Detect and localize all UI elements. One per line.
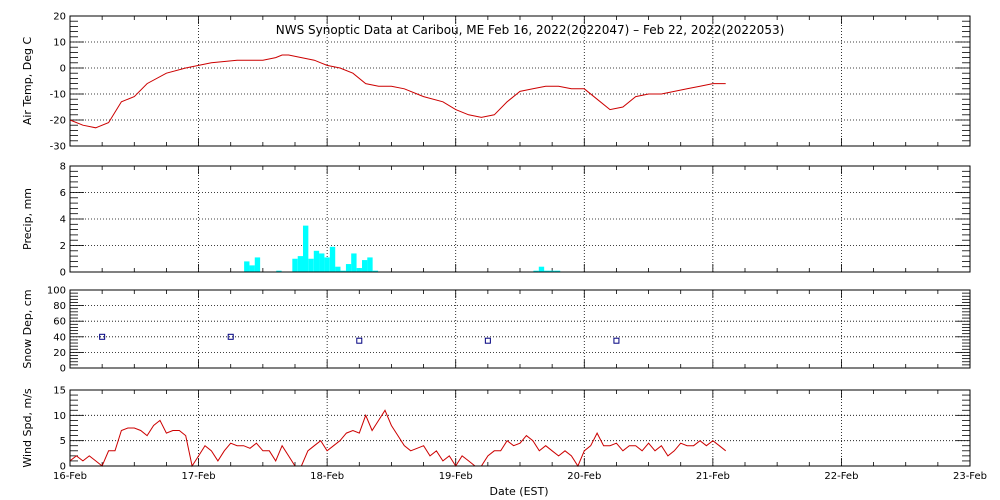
panel-frame [69, 289, 971, 369]
precip-bar [533, 270, 539, 272]
x-tick-label: 17-Feb [182, 471, 216, 482]
y-axis-label: Air Temp, Deg C [21, 37, 34, 126]
y-tick-label: 0 [60, 64, 66, 75]
x-tick-label: 19-Feb [439, 471, 473, 482]
x-axis-label: Date (EST) [489, 485, 548, 498]
snow-depth-point [227, 333, 234, 340]
y-tick-label: -20 [50, 116, 66, 127]
precip-bar [302, 225, 309, 272]
y-axis-label: Precip, mm [21, 188, 34, 250]
y-tick-label: 4 [60, 215, 66, 226]
y-tick-label: 20 [53, 348, 66, 359]
panel-frame [69, 389, 971, 467]
y-tick-label: 20 [53, 12, 66, 23]
precip-bar [292, 258, 298, 272]
precip-bar [244, 261, 250, 272]
y-tick-label: 10 [53, 411, 66, 422]
y-tick-label: 100 [47, 286, 66, 297]
precip-bar [319, 253, 325, 272]
y-tick-label: 40 [53, 332, 66, 343]
panel-wind-speed: 0 5 10 15 Wind Spd, m/s [21, 386, 971, 473]
panel-frame [69, 15, 971, 147]
precip-bar [254, 257, 261, 272]
precip-bar [367, 257, 373, 272]
y-tick-label: 15 [53, 386, 66, 397]
y-tick-label: 6 [60, 188, 66, 199]
precip-bar [345, 264, 352, 272]
series-line [69, 54, 726, 129]
y-tick-label: 10 [53, 38, 66, 49]
panel-snow-depth: 0 20 40 60 80 100 Snow Dep, cm [21, 286, 971, 375]
y-tick-label: 0 [60, 462, 66, 473]
y-axis-label: Snow Dep, cm [21, 289, 34, 368]
x-tick-label: 23-Feb [953, 471, 987, 482]
x-tick-label: 18-Feb [310, 471, 344, 482]
chart-panels: -30 -20 -10 0 10 20 Air Temp, Deg C 0 2 4 6 8 Precip… [21, 12, 987, 483]
precip-bar [329, 246, 336, 272]
panel-frame [69, 165, 971, 273]
precip-bar [351, 253, 357, 272]
panel-air-temp: -30 -20 -10 0 10 20 Air Temp, Deg C [21, 12, 971, 153]
precip-bar [340, 270, 346, 272]
y-tick-label: -10 [50, 90, 66, 101]
precip-bar [335, 266, 341, 272]
figure-title: NWS Synoptic Data at Caribou, ME Feb 16,… [276, 23, 785, 37]
y-tick-label: 0 [60, 364, 66, 375]
y-tick-label: -30 [50, 142, 66, 153]
precip-bar [554, 270, 561, 272]
precip-bar [538, 266, 545, 272]
x-tick-label: 20-Feb [567, 471, 601, 482]
y-tick-label: 2 [60, 241, 66, 252]
snow-depth-point [356, 337, 363, 344]
precip-bar [249, 265, 255, 272]
y-tick-label: 8 [60, 162, 66, 173]
precip-bar [362, 260, 368, 272]
panel-precip: 0 2 4 6 8 Precip, mm [21, 162, 971, 279]
y-axis-label: Wind Spd, m/s [21, 388, 34, 468]
y-tick-label: 5 [60, 436, 66, 447]
precip-bar [276, 270, 282, 272]
precip-bar [313, 250, 320, 272]
snow-depth-point [99, 333, 106, 340]
y-tick-label: 80 [53, 301, 66, 312]
precip-bar [297, 256, 304, 272]
snow-depth-point [613, 337, 620, 344]
y-tick-label: 0 [60, 268, 66, 279]
precip-bar [308, 258, 314, 272]
precip-bar [544, 270, 550, 272]
x-tick-label: 16-Feb [53, 471, 87, 482]
y-tick-label: 60 [53, 317, 66, 328]
x-tick-label: 22-Feb [824, 471, 858, 482]
snow-depth-point [484, 337, 491, 344]
x-tick-label: 21-Feb [696, 471, 730, 482]
series-line [69, 409, 727, 468]
precip-bar [356, 268, 362, 272]
precip-bar [372, 270, 379, 272]
precip-bar [549, 270, 555, 272]
precip-bar [324, 257, 330, 272]
